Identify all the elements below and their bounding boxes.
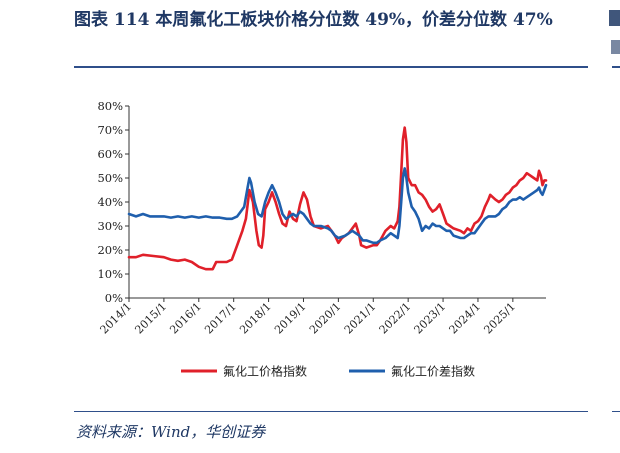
series-line-price-index bbox=[127, 126, 548, 271]
cropped-neighbor-bottom-divider bbox=[612, 411, 620, 412]
chart-title: 图表 114 本周氟化工板块价格分位数 49%，价差分位数 47% bbox=[74, 10, 553, 30]
x-tick-label: 2023/1 bbox=[412, 300, 449, 337]
x-tick-label: 2017/1 bbox=[202, 300, 239, 337]
y-tick-label: 50% bbox=[97, 171, 123, 185]
x-tick-label: 2014/1 bbox=[98, 300, 135, 337]
y-tick-label: 0% bbox=[105, 291, 123, 305]
legend-label: 氟化工价格指数 bbox=[223, 364, 307, 379]
x-axis: 2014/12015/12016/12017/12018/12019/12020… bbox=[98, 297, 546, 337]
x-tick-label: 2021/1 bbox=[342, 300, 379, 337]
line-chart: 0%10%20%30%40%50%60%70%80% 2014/12015/12… bbox=[97, 99, 548, 379]
y-axis: 0% 10% 20% 30% 40% 50% 60% 70% 80% bbox=[97, 99, 130, 305]
y-tick-label: 30% bbox=[97, 219, 123, 233]
x-tick-label: 2016/1 bbox=[167, 300, 204, 337]
series-line-spread-index bbox=[127, 167, 548, 245]
x-tick-label: 2019/1 bbox=[272, 300, 309, 337]
y-tick-label: 60% bbox=[97, 147, 123, 161]
title-divider bbox=[74, 66, 588, 68]
x-tick-label: 2025/1 bbox=[481, 300, 518, 337]
x-tick-label: 2024/1 bbox=[447, 300, 484, 337]
y-tick-label: 20% bbox=[97, 243, 123, 257]
legend: 氟化工价格指数 氟化工价差指数 bbox=[181, 364, 475, 379]
source-divider bbox=[74, 411, 588, 412]
cropped-neighbor-title-fragment-2 bbox=[611, 40, 620, 54]
y-tick-label: 80% bbox=[97, 99, 123, 113]
y-tick-label: 10% bbox=[97, 267, 123, 281]
series-lines bbox=[127, 126, 548, 271]
cropped-neighbor-divider bbox=[612, 66, 620, 68]
legend-label: 氟化工价差指数 bbox=[391, 364, 475, 379]
x-tick-label: 2022/1 bbox=[377, 300, 414, 337]
cropped-neighbor-title-fragment bbox=[609, 10, 620, 26]
x-tick-label: 2015/1 bbox=[132, 300, 169, 337]
x-tick-label: 2018/1 bbox=[237, 300, 274, 337]
x-tick-label: 2020/1 bbox=[307, 300, 344, 337]
y-tick-label: 70% bbox=[97, 123, 123, 137]
source-note: 资料来源：Wind，华创证券 bbox=[76, 423, 266, 441]
y-tick-label: 40% bbox=[97, 195, 123, 209]
